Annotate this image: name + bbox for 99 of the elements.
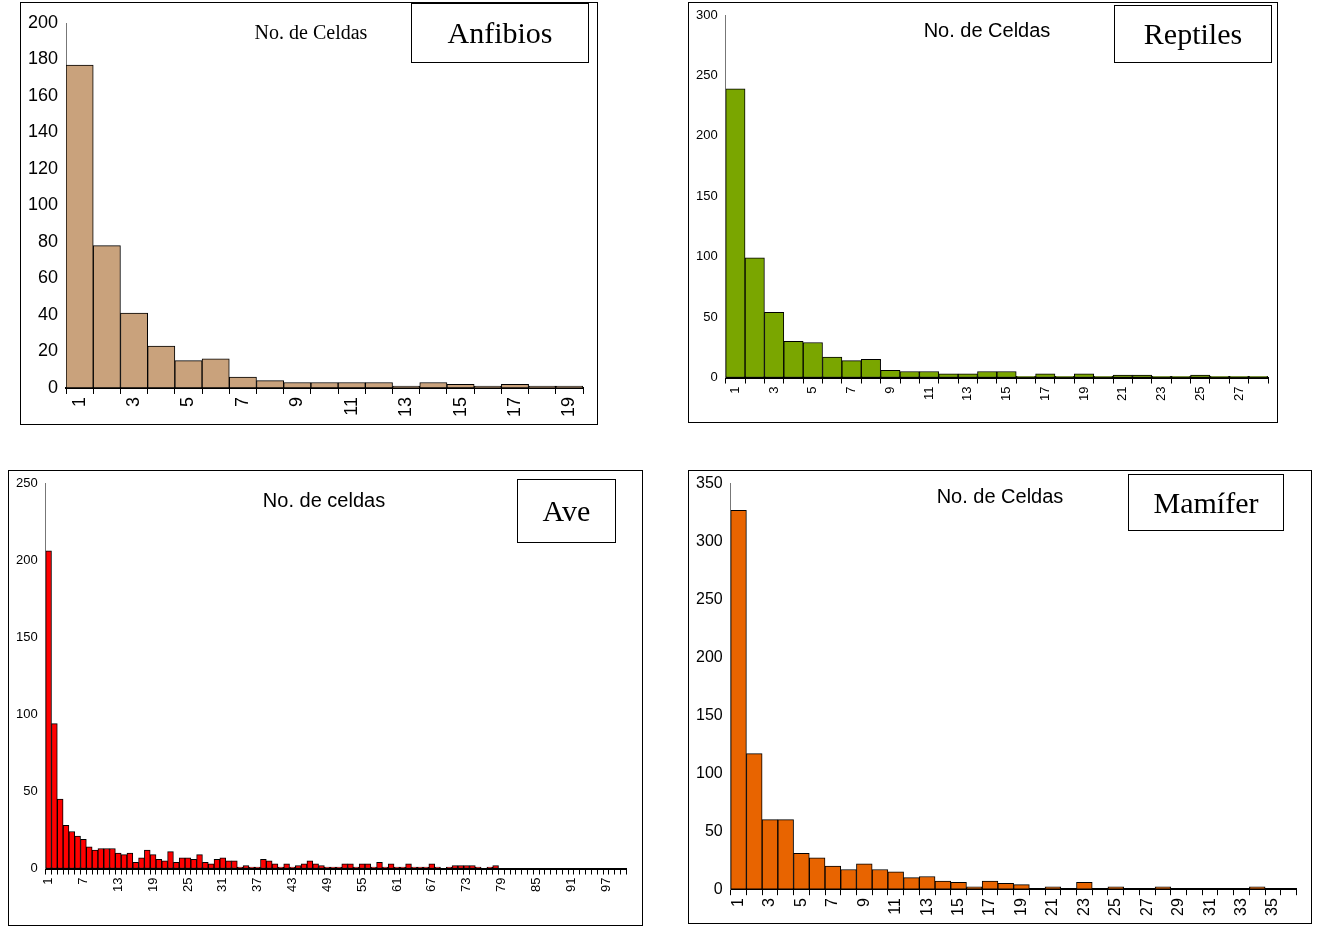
y-tick-label: 150 <box>15 628 38 644</box>
x-tick-label: 49 <box>318 877 334 893</box>
x-tick-label: 27 <box>1230 386 1246 402</box>
x-tick-label: 35 <box>1263 898 1281 916</box>
x-tick-label: 3 <box>123 396 144 407</box>
y-tick-label: 250 <box>15 474 38 490</box>
x-tick-label: 11 <box>920 386 936 401</box>
chart-title: Ave <box>517 479 616 543</box>
y-tick-label: 40 <box>38 303 59 324</box>
x-tick-label: 7 <box>231 396 252 407</box>
x-tick-label: 15 <box>449 396 470 418</box>
x-tick-label: 15 <box>949 898 967 916</box>
y-tick-label: 300 <box>695 531 723 549</box>
x-tick-label: 5 <box>804 386 820 394</box>
x-tick-label: 5 <box>177 396 198 407</box>
y-tick-label: 0 <box>710 369 718 385</box>
x-tick-label: 13 <box>109 877 125 893</box>
y-tick-label: 60 <box>38 267 59 288</box>
y-tick-label: 250 <box>695 67 718 82</box>
x-tick-label: 25 <box>1191 386 1207 402</box>
x-tick-label: 85 <box>527 877 543 893</box>
y-tick-label: 0 <box>30 860 38 876</box>
x-tick-label: 31 <box>1200 898 1218 916</box>
y-tick-label: 150 <box>695 187 718 203</box>
y-tick-label: 200 <box>695 127 718 143</box>
y-tick-label: 250 <box>695 589 723 607</box>
x-tick-label: 15 <box>998 386 1014 402</box>
y-tick-label: 20 <box>38 340 59 361</box>
x-tick-label: 17 <box>503 396 524 418</box>
y-tick-label: 100 <box>695 248 718 264</box>
x-tick-label: 31 <box>214 877 230 893</box>
y-tick-label: 50 <box>23 783 38 799</box>
y-tick-label: 140 <box>27 121 59 142</box>
x-tick-label: 25 <box>1106 898 1124 916</box>
x-tick-label: 1 <box>68 396 89 407</box>
x-tick-label: 97 <box>597 877 613 893</box>
x-tick-label: 19 <box>558 396 579 418</box>
y-tick-label: 80 <box>38 230 59 251</box>
x-tick-label: 13 <box>395 396 416 418</box>
y-tick-label: 50 <box>704 821 723 839</box>
x-tick-label: 23 <box>1153 386 1169 402</box>
x-tick-label: 73 <box>458 877 474 893</box>
x-tick-label: 1 <box>726 386 742 394</box>
x-tick-label: 29 <box>1169 898 1187 916</box>
y-tick-label: 180 <box>27 48 59 69</box>
x-tick-label: 17 <box>980 898 998 916</box>
y-tick-label: 0 <box>48 376 59 397</box>
x-tick-label: 17 <box>1036 386 1052 402</box>
x-tick-label: 67 <box>423 877 439 893</box>
x-tick-label: 91 <box>562 877 578 893</box>
x-tick-label: 19 <box>1011 898 1029 916</box>
x-tick-label: 7 <box>843 386 859 394</box>
y-tick-label: 100 <box>27 194 59 215</box>
x-tick-label: 1 <box>40 877 56 885</box>
x-tick-label: 55 <box>353 877 369 893</box>
x-tick-label: 23 <box>1074 898 1092 916</box>
y-tick-label: 50 <box>703 308 718 324</box>
x-tick-label: 27 <box>1137 898 1155 916</box>
x-tick-label: 3 <box>765 386 781 394</box>
x-tick-label: 37 <box>249 877 265 893</box>
chart-subtitle: No. de Celdas <box>936 485 1064 508</box>
chart-title: Anfibios <box>411 3 589 63</box>
y-tick-label: 200 <box>15 551 38 567</box>
y-tick-label: 160 <box>27 84 59 105</box>
x-tick-label: 43 <box>284 877 299 893</box>
x-tick-label: 9 <box>881 386 897 394</box>
x-tick-label: 79 <box>493 877 508 893</box>
y-tick-label: 350 <box>695 474 723 492</box>
y-tick-label: 0 <box>713 879 723 897</box>
y-tick-label: 150 <box>695 705 723 723</box>
y-tick-label: 100 <box>15 705 38 721</box>
chart-subtitle: No. de celdas <box>262 489 386 512</box>
x-tick-label: 13 <box>959 386 975 402</box>
x-tick-label: 7 <box>75 877 90 885</box>
x-tick-label: 3 <box>760 898 778 908</box>
x-tick-label: 13 <box>917 898 935 916</box>
x-tick-label: 9 <box>854 898 872 908</box>
y-tick-label: 200 <box>27 11 59 32</box>
x-tick-label: 21 <box>1043 898 1061 916</box>
x-tick-label: 7 <box>823 898 841 908</box>
x-tick-label: 11 <box>340 396 361 416</box>
x-tick-label: 5 <box>791 898 809 908</box>
x-tick-label: 1 <box>728 898 746 908</box>
y-tick-label: 120 <box>27 157 59 178</box>
chart-subtitle: No. de Celdas <box>254 21 368 44</box>
chart-title: Mamífer <box>1128 474 1284 531</box>
x-tick-label: 19 <box>144 877 160 893</box>
x-tick-label: 25 <box>179 877 195 893</box>
x-tick-label: 9 <box>286 396 307 407</box>
x-tick-label: 33 <box>1231 898 1249 916</box>
x-tick-label: 19 <box>1075 386 1091 402</box>
x-tick-label: 61 <box>388 877 404 893</box>
y-tick-label: 100 <box>695 763 723 781</box>
x-tick-label: 21 <box>1114 386 1130 402</box>
x-tick-label: 11 <box>886 898 904 915</box>
chart-title: Reptiles <box>1114 5 1272 63</box>
chart-subtitle: No. de Celdas <box>923 19 1051 42</box>
y-tick-label: 200 <box>695 647 723 665</box>
y-tick-label: 300 <box>695 6 718 22</box>
